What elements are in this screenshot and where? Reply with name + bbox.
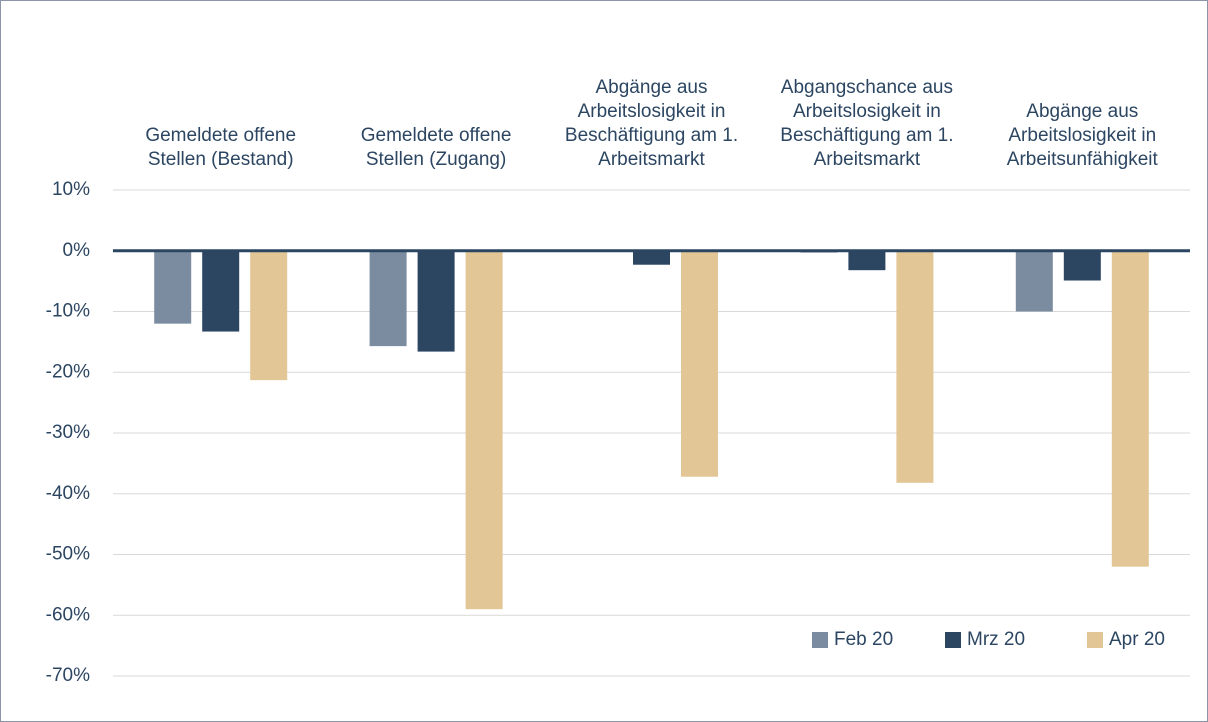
category-label: Gemeldete offene Stellen (Bestand) [145, 125, 297, 170]
y-tick-label: 0% [63, 240, 91, 261]
bar [633, 250, 670, 265]
bar [896, 250, 934, 483]
legend-swatch [1087, 632, 1103, 648]
legend-swatch [812, 632, 828, 648]
category-label: Abgangschance aus Arbeitslosigkeit in Be… [780, 77, 954, 170]
bar [417, 250, 455, 352]
y-tick-label: -70% [46, 665, 90, 686]
y-tick-label: -60% [46, 604, 90, 625]
legend-label: Apr 20 [1109, 629, 1165, 650]
category-label: Abgänge aus Arbeitslosigkeit in Beschäft… [564, 77, 739, 170]
bar [250, 250, 288, 381]
category-label: Gemeldete offene Stellen (Zugang) [360, 125, 512, 170]
y-tick-label: -10% [46, 301, 90, 322]
y-tick-label: -30% [46, 422, 90, 443]
bar [1015, 250, 1053, 312]
bar [681, 250, 718, 477]
legend-label: Feb 20 [834, 629, 893, 650]
legend-label: Mrz 20 [967, 629, 1025, 650]
bar [154, 250, 192, 324]
bar [1063, 250, 1101, 281]
category-label: Abgänge aus Arbeitslosigkeit in Arbeitsu… [1006, 101, 1158, 170]
bar [465, 250, 503, 610]
bar [1111, 250, 1149, 567]
y-tick-label: -20% [46, 361, 90, 382]
bar [848, 250, 886, 271]
y-tick-label: 10% [52, 179, 90, 200]
y-tick-label: -50% [46, 544, 90, 565]
bar [202, 250, 240, 332]
legend-swatch [945, 632, 961, 648]
y-tick-label: -40% [46, 483, 90, 504]
bar [369, 250, 407, 347]
